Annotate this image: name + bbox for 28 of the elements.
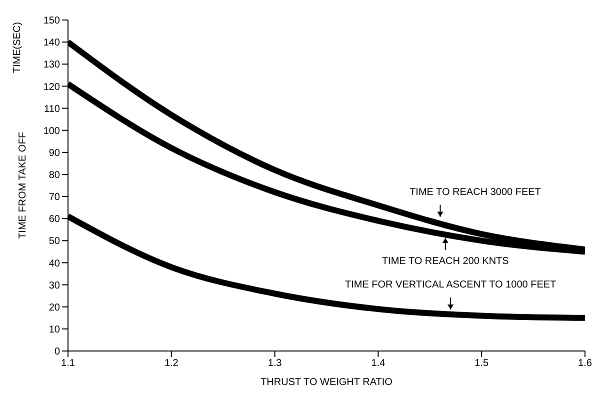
y-tick-label: 10 <box>48 324 60 336</box>
x-tick-label: 1.4 <box>371 358 386 370</box>
y-tick-label: 140 <box>43 38 60 49</box>
y-tick-label: 150 <box>43 16 60 27</box>
y-tick-label: 30 <box>48 280 60 292</box>
x-axis-title: THRUST TO WEIGHT RATIO <box>260 377 393 388</box>
annotation: TIME TO REACH 200 KNTS <box>382 256 510 268</box>
x-tick-label: 1.2 <box>164 358 179 370</box>
y-tick-label: 130 <box>43 60 60 71</box>
y-tick-label: 90 <box>48 148 60 159</box>
y-tick-label: 70 <box>48 192 60 204</box>
y-tick-label: 110 <box>44 104 60 115</box>
y-tick-label: 20 <box>48 302 60 314</box>
y-tick-label: 100 <box>43 126 60 137</box>
x-tick-label: 1.3 <box>268 358 282 370</box>
x-tick-label: 1.6 <box>578 358 592 370</box>
y-tick-label: 80 <box>48 170 60 182</box>
y-axis-title: TIME FROM TAKE OFF <box>18 132 29 239</box>
y-tick-label: 120 <box>43 82 60 93</box>
y-tick-label: 40 <box>48 258 60 270</box>
x-tick-label: 1.5 <box>474 358 489 370</box>
text: TIME(SEC) <box>12 22 23 74</box>
annotation: TIME TO REACH 3000 FEET <box>410 186 541 198</box>
y-tick-label: 50 <box>48 236 60 248</box>
annotation: TIME FOR VERTICAL ASCENT TO 1000 FEET <box>344 279 556 290</box>
y-tick-label: 60 <box>48 214 60 226</box>
x-tick-label: 1.1 <box>61 358 76 370</box>
y-tick-label: 0 <box>54 346 60 358</box>
